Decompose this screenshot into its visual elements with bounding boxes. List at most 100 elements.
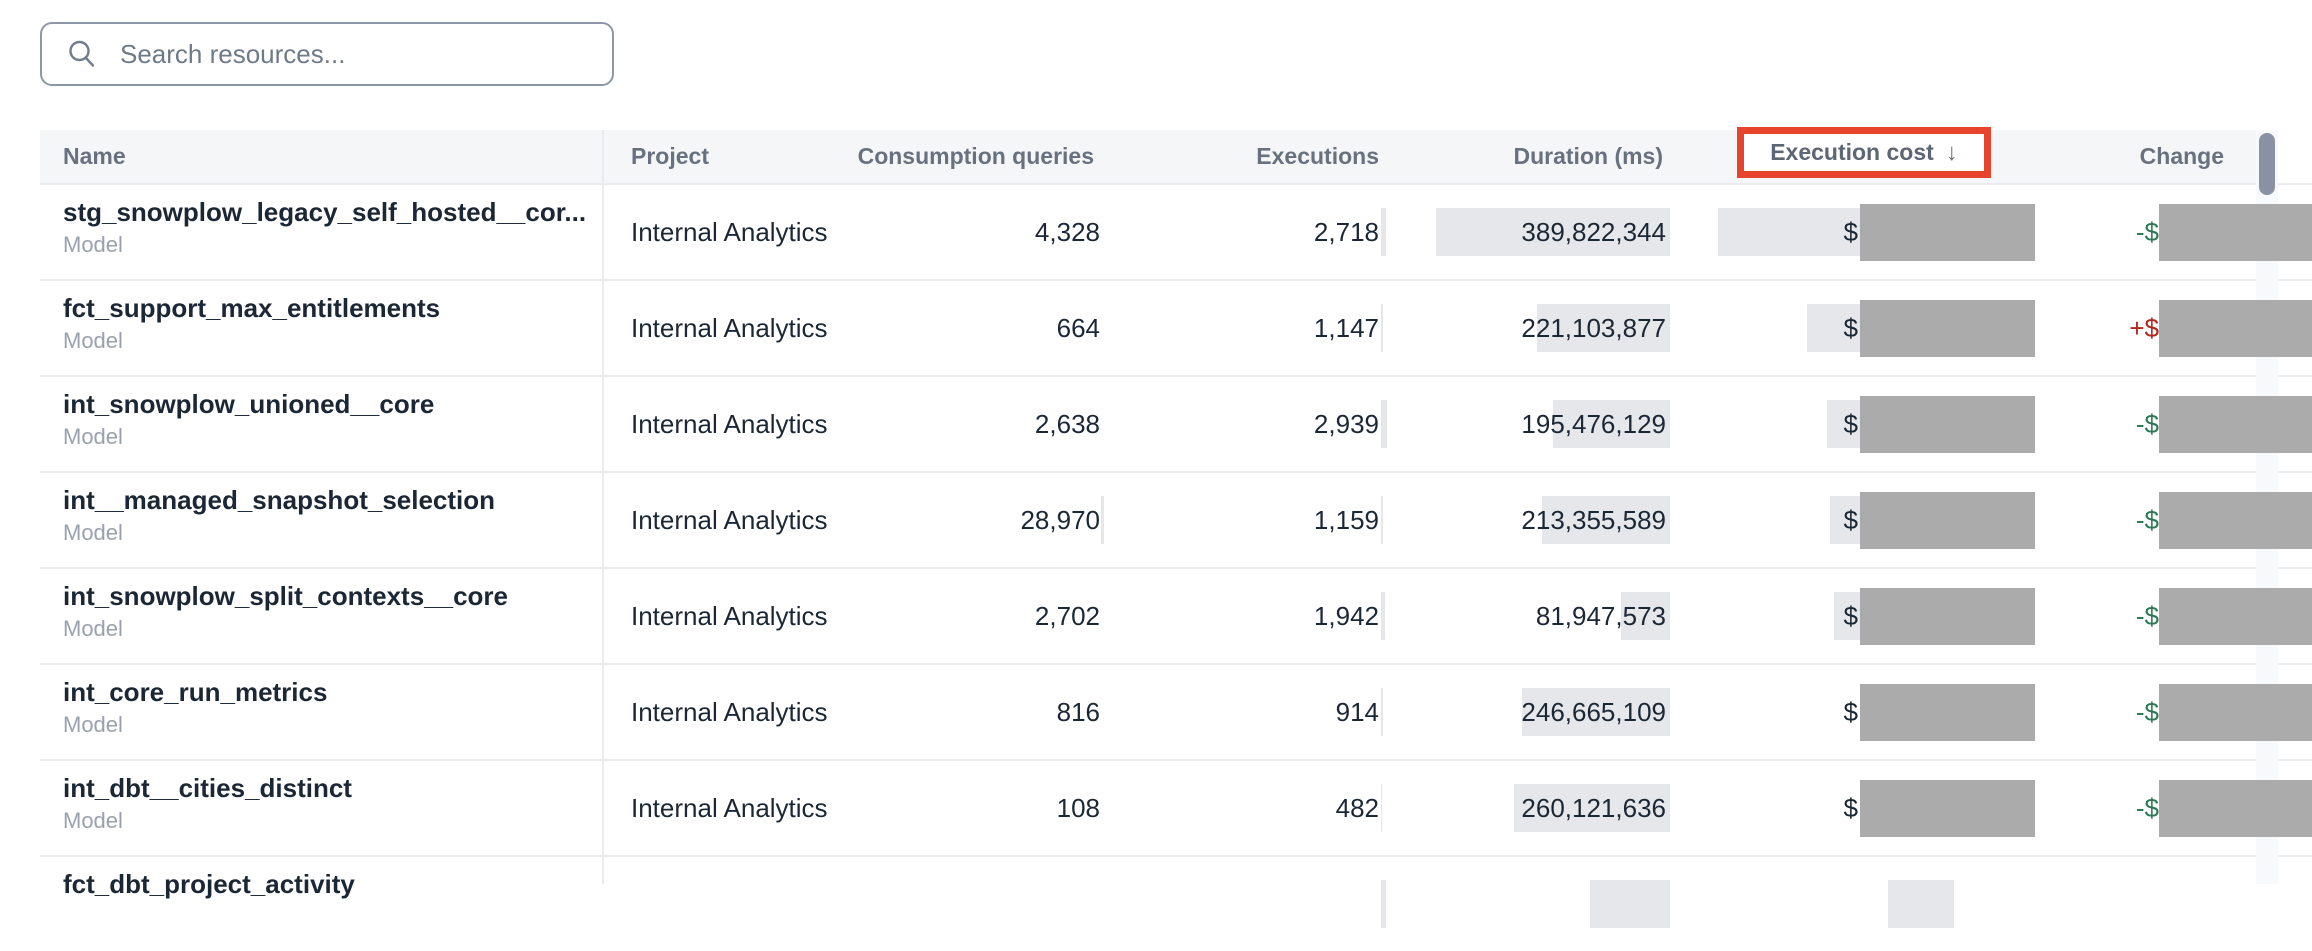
- table-row[interactable]: int_snowplow_unioned__core Model Internal …: [40, 375, 2312, 471]
- table-row[interactable]: int_dbt__cities_distinct Model Internal An…: [40, 759, 2312, 855]
- resource-name[interactable]: int__managed_snapshot_selection: [63, 485, 496, 515]
- change-cell: -$: [2135, 697, 2159, 727]
- cost-redaction-block: [1860, 684, 2035, 741]
- scrollbar-thumb[interactable]: [2259, 133, 2275, 195]
- cost-redaction-block: [1860, 780, 2035, 837]
- duration-heat-bar: [1537, 304, 1670, 352]
- column-header-consumption-queries[interactable]: Consumption queries: [857, 143, 1094, 169]
- executions-cell: 1,147: [1313, 313, 1379, 343]
- executions-cell: 1,942: [1313, 601, 1379, 631]
- change-cell: -$: [2135, 793, 2159, 823]
- change-redaction-block: [2159, 396, 2312, 453]
- executions-heat-bar: [1381, 304, 1383, 352]
- table-row[interactable]: int_core_run_metrics Model Internal Analyt…: [40, 663, 2312, 759]
- project-cell: Internal Analytics: [631, 409, 828, 439]
- project-cell: Internal Analytics: [631, 313, 828, 343]
- search-input[interactable]: [118, 37, 612, 71]
- column-header-execution-cost[interactable]: Execution cost: [1770, 139, 1934, 165]
- duration-cell: 246,665,109: [1521, 697, 1666, 727]
- executions-cell: 2,718: [1313, 217, 1379, 247]
- executions-cell: 2,939: [1313, 409, 1379, 439]
- project-cell: Internal Analytics: [631, 217, 828, 247]
- cost-redaction-block: [1860, 396, 2035, 453]
- search-box[interactable]: [40, 22, 614, 86]
- resource-name[interactable]: stg_snowplow_legacy_self_hosted__cor...: [63, 197, 587, 227]
- table-row[interactable]: int__managed_snapshot_selection Model Inte…: [40, 471, 2312, 567]
- change-redaction-block: [2159, 684, 2312, 741]
- resource-name[interactable]: int_snowplow_unioned__core: [63, 389, 435, 419]
- resource-type-label: Model: [63, 328, 123, 353]
- duration-cell: 221,103,877: [1521, 313, 1666, 343]
- table-row[interactable]: fct_support_max_entitlements Model Interna…: [40, 279, 2312, 375]
- executions-heat-bar: [1381, 208, 1386, 256]
- duration-heat-bar: [1590, 880, 1670, 928]
- cost-redaction-block: [1860, 300, 2035, 357]
- column-divider: [602, 130, 604, 884]
- resource-type-label: Model: [63, 520, 123, 545]
- duration-heat-bar: [1553, 400, 1670, 448]
- table-row[interactable]: stg_snowplow_legacy_self_hosted__cor... M…: [40, 183, 2312, 279]
- cost-redaction-block: [1860, 588, 2035, 645]
- resource-type-label: Model: [63, 616, 123, 641]
- column-header-change[interactable]: Change: [2139, 143, 2224, 169]
- project-cell: Internal Analytics: [631, 601, 828, 631]
- duration-heat-bar: [1436, 208, 1670, 256]
- change-cell: -$: [2135, 217, 2159, 247]
- execution-cost-cell: $: [1843, 601, 1858, 631]
- consumption-queries-cell: 2,638: [1034, 409, 1100, 439]
- table-row[interactable]: fct_dbt_project_activity: [40, 855, 2312, 951]
- consumption-queries-cell: 28,970: [1020, 505, 1100, 535]
- cost-redaction-block: [1860, 204, 2035, 261]
- executions-cell: 1,159: [1313, 505, 1379, 535]
- cost-heat-bar: [1888, 880, 1954, 928]
- sort-descending-icon[interactable]: ↓: [1945, 138, 1958, 166]
- resource-type-label: Model: [63, 232, 123, 257]
- resource-name[interactable]: int_dbt__cities_distinct: [63, 773, 352, 803]
- execution-cost-cell: $: [1843, 217, 1858, 247]
- consumption-queries-cell: 816: [1056, 697, 1100, 727]
- resource-name[interactable]: int_snowplow_split_contexts__core: [63, 581, 509, 611]
- executions-heat-bar: [1381, 496, 1383, 544]
- search-icon: [69, 40, 95, 67]
- table-row[interactable]: int_snowplow_split_contexts__core Model In…: [40, 567, 2312, 663]
- consumption-queries-cell: 108: [1056, 793, 1100, 823]
- cost-redaction-block: [1860, 492, 2035, 549]
- duration-cell: 195,476,129: [1521, 409, 1666, 439]
- duration-heat-bar: [1514, 784, 1670, 832]
- duration-cell: 389,822,344: [1521, 217, 1666, 247]
- duration-cell: 213,355,589: [1521, 505, 1666, 535]
- resource-name[interactable]: int_core_run_metrics: [63, 677, 328, 707]
- change-cell: -$: [2135, 601, 2159, 631]
- executions-heat-bar: [1381, 688, 1383, 736]
- column-header-duration[interactable]: Duration (ms): [1513, 143, 1664, 169]
- execution-cost-cell: $: [1843, 793, 1858, 823]
- column-header-name[interactable]: Name: [63, 143, 126, 169]
- change-redaction-block: [2159, 780, 2312, 837]
- resource-name[interactable]: fct_support_max_entitlements: [63, 293, 441, 323]
- resources-page: Name Project Consumption queries Executi…: [40, 22, 2312, 928]
- project-cell: Internal Analytics: [631, 793, 828, 823]
- change-cell: -$: [2135, 409, 2159, 439]
- duration-heat-bar: [1542, 496, 1670, 544]
- column-header-project[interactable]: Project: [631, 143, 709, 169]
- execution-cost-cell: $: [1843, 697, 1858, 727]
- project-cell: Internal Analytics: [631, 697, 828, 727]
- consumption-heat-bar: [1101, 496, 1104, 544]
- resource-name[interactable]: fct_dbt_project_activity: [63, 869, 355, 899]
- duration-cell: 260,121,636: [1521, 793, 1666, 823]
- resource-type-label: Model: [63, 424, 123, 449]
- duration-heat-bar: [1522, 688, 1670, 736]
- change-cell: +$: [2129, 313, 2159, 343]
- executions-cell: 914: [1335, 697, 1379, 727]
- project-cell: Internal Analytics: [631, 505, 828, 535]
- execution-cost-cell: $: [1843, 505, 1858, 535]
- duration-heat-bar: [1621, 592, 1670, 640]
- column-header-executions[interactable]: Executions: [1256, 143, 1379, 169]
- consumption-queries-cell: 664: [1056, 313, 1100, 343]
- resource-type-label: Model: [63, 808, 123, 833]
- resource-type-label: Model: [63, 712, 123, 737]
- consumption-queries-cell: 2,702: [1034, 601, 1100, 631]
- change-cell: -$: [2135, 505, 2159, 535]
- execution-cost-header-highlight-box: Execution cost ↓: [1737, 127, 1991, 178]
- executions-cell: 482: [1335, 793, 1379, 823]
